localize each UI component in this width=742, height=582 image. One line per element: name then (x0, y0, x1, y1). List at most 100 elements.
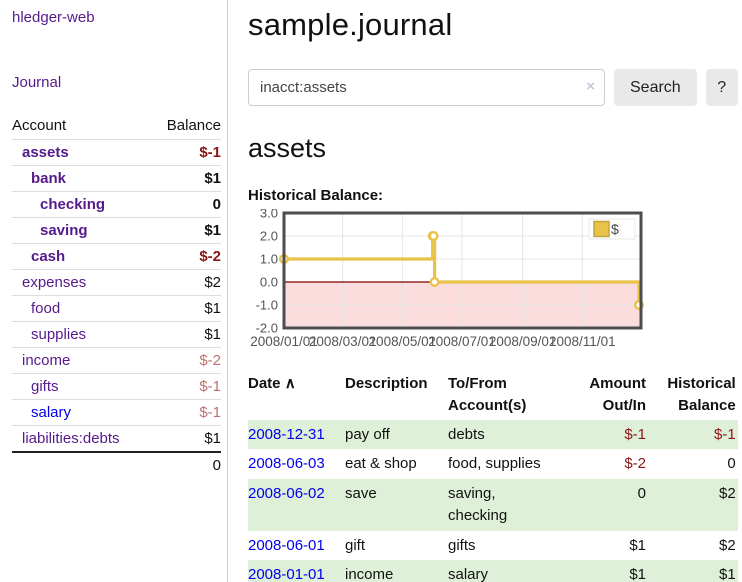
account-link-food[interactable]: food (31, 300, 61, 317)
balance-chart-svg: $3.0 2.0 1.0 0.0 -1.0 -2.02008/01/012008/03/0… (250, 206, 645, 349)
chart-heading: Historical Balance: (248, 187, 384, 204)
account-link-liabilities-debts[interactable]: liabilities:debts (22, 430, 120, 447)
account-row: assets $-1 (12, 139, 221, 166)
account-link-supplies[interactable]: supplies (31, 326, 87, 343)
sidebar: hledger-web Journal Account Balance asse… (0, 0, 228, 582)
transaction-amount: $1 (552, 560, 648, 582)
transaction-accounts: food, supplies (448, 455, 541, 473)
account-link-cash[interactable]: cash (31, 248, 66, 265)
register-header-amount: Amount Out/In (589, 375, 646, 414)
transaction-balance: $-1 (648, 419, 738, 450)
transaction-amount: 0 (552, 479, 648, 531)
accounts-total-row: 0 (12, 451, 221, 478)
account-link-bank[interactable]: bank (31, 170, 67, 187)
account-row: checking 0 (12, 191, 221, 218)
accounts-header-row: Account Balance (12, 113, 221, 140)
sort-ascending-icon: ∧ (284, 375, 296, 392)
account-row: bank $1 (12, 165, 221, 192)
transaction-balance: 0 (727, 455, 736, 473)
transaction-amount: $-1 (552, 419, 648, 450)
help-button[interactable]: ? (705, 69, 738, 106)
register-header-description: Description (345, 375, 428, 392)
transaction-row: 2008-12-31 pay off debts $-1 $-1 (248, 419, 738, 450)
search-input[interactable] (248, 69, 605, 106)
register-header-balance: Historical Balance (667, 375, 736, 414)
register-header-date[interactable]: Date ∧ (248, 375, 296, 392)
transaction-row: 2008-01-01 income salary $1 $1 (248, 560, 738, 582)
main-content: sample.journal × Search ? assets Histori… (228, 0, 742, 582)
legend-swatch-icon (593, 220, 610, 238)
transaction-amount: $-2 (624, 455, 646, 473)
account-balance: $-2 (150, 347, 221, 374)
account-balance: $1 (150, 321, 221, 348)
svg-text:-1.0: -1.0 (256, 298, 278, 313)
transaction-balance: $2 (648, 479, 738, 531)
account-balance: $2 (150, 269, 221, 296)
svg-text:2.0: 2.0 (260, 229, 278, 244)
transaction-description: gift (345, 536, 366, 554)
historical-balance-chart[interactable]: $3.0 2.0 1.0 0.0 -1.0 -2.0 2008/01/01 2008/03/0… (248, 206, 738, 358)
account-balance: 0 (150, 191, 221, 218)
transaction-date-link[interactable]: 2008-06-01 (248, 536, 325, 554)
svg-text:2008/03/01: 2008/03/01 (309, 334, 377, 349)
account-row: saving $1 (12, 217, 221, 244)
account-balance: $-1 (150, 399, 221, 426)
svg-text:1.0: 1.0 (260, 252, 278, 267)
transaction-date-link[interactable]: 2008-06-02 (248, 485, 325, 502)
register-table: Date ∧ Description To/From Account(s) Am… (248, 370, 738, 582)
clear-search-icon[interactable]: × (586, 78, 595, 95)
page-title: sample.journal (248, 7, 453, 42)
svg-text:0.0: 0.0 (260, 275, 278, 290)
search-form: × Search ? (248, 69, 738, 106)
transaction-date-link[interactable]: 2008-01-01 (248, 566, 325, 582)
transaction-description: income (345, 560, 448, 582)
account-link-assets[interactable]: assets (22, 144, 69, 161)
account-link-expenses[interactable]: expenses (22, 274, 87, 291)
account-link-gifts[interactable]: gifts (31, 378, 59, 395)
account-balance: $1 (150, 217, 221, 244)
account-balance: $-2 (150, 243, 221, 270)
account-link-checking[interactable]: checking (40, 196, 106, 213)
account-link-income[interactable]: income (22, 352, 71, 369)
transaction-row: 2008-06-03 eat & shop food, supplies $-2 0 (248, 449, 738, 479)
account-balance: $-1 (150, 373, 221, 400)
account-heading: assets (248, 133, 327, 163)
svg-text:2008/05/01: 2008/05/01 (369, 334, 437, 349)
transaction-date-link[interactable]: 2008-06-03 (248, 455, 325, 473)
account-balance: $1 (150, 425, 221, 452)
accounts-header-balance: Balance (166, 117, 221, 134)
accounts-header-account: Account (12, 117, 67, 134)
search-button[interactable]: Search (614, 69, 697, 106)
transaction-accounts: gifts (448, 536, 476, 554)
account-row: gifts $-1 (12, 373, 221, 400)
transaction-accounts: debts (448, 419, 552, 450)
transaction-row: 2008-06-01 gift gifts $1 $2 (248, 531, 738, 561)
transaction-description: eat & shop (345, 455, 417, 473)
transaction-amount: $1 (629, 536, 646, 554)
transaction-description: save (345, 479, 448, 531)
account-balance: $1 (150, 165, 221, 192)
account-link-saving[interactable]: saving (40, 222, 88, 239)
account-row: food $1 (12, 295, 221, 322)
transaction-balance: $2 (719, 536, 736, 554)
account-row: expenses $2 (12, 269, 221, 296)
accounts-table: Account Balance assets $-1 bank $1 checking 0… (12, 113, 221, 478)
account-balance: $-1 (150, 139, 221, 166)
transaction-row: 2008-06-02 save saving, checking 0 $2 (248, 479, 738, 531)
register-header-accounts: To/From Account(s) (448, 375, 527, 414)
transaction-accounts: saving, checking (448, 479, 552, 531)
register-header-row: Date ∧ Description To/From Account(s) Am… (248, 370, 738, 420)
sidebar-item-journal[interactable]: Journal (12, 74, 62, 91)
account-row: supplies $1 (12, 321, 221, 348)
svg-text:2008/11/01: 2008/11/01 (549, 334, 616, 349)
transaction-balance: $1 (648, 560, 738, 582)
transaction-description: pay off (345, 419, 448, 450)
transaction-date-link[interactable]: 2008-12-31 (248, 425, 325, 443)
svg-text:2008/07/01: 2008/07/01 (428, 334, 496, 349)
svg-text:3.0: 3.0 (260, 209, 278, 221)
app-title-link[interactable]: hledger-web (12, 9, 95, 26)
account-link-salary[interactable]: salary (31, 404, 72, 421)
svg-text:-2.0: -2.0 (256, 321, 278, 336)
accounts-total-value: 0 (12, 451, 221, 478)
